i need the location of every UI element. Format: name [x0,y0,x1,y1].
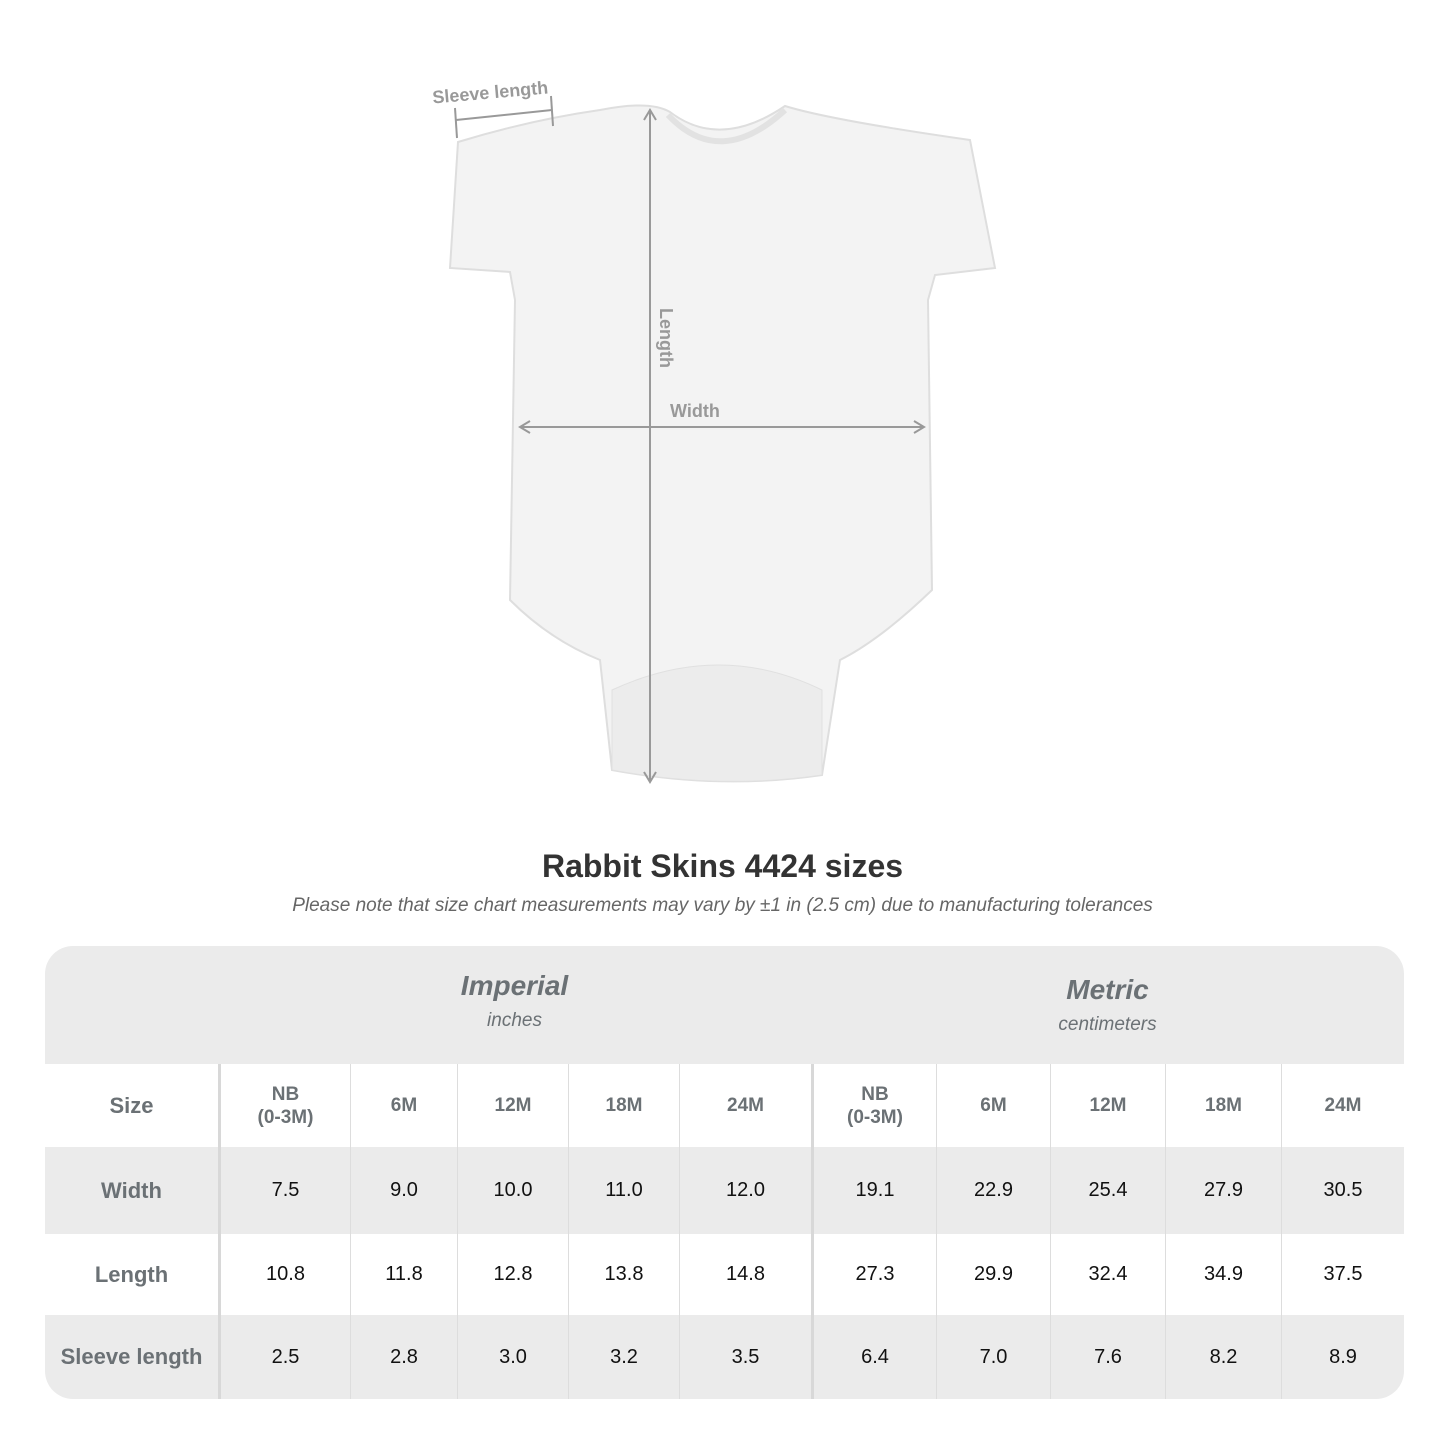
crotch-panel [611,664,823,782]
size-header: 18M [568,1064,679,1147]
table-cell: 7.6 [1050,1315,1165,1399]
table-cell: 14.8 [679,1234,811,1315]
table-cell: 2.5 [218,1315,350,1399]
table-cell: 10.0 [457,1147,568,1234]
table-cell: 7.5 [218,1147,350,1234]
bodysuit-shape [448,104,997,783]
row-label: Size [109,1092,154,1118]
measurement-arrows [454,95,926,784]
size-header: NB (0-3M) [811,1064,936,1147]
table-cell: 3.5 [679,1315,811,1399]
table-cell: 27.9 [1165,1147,1281,1234]
table-cell: 12.0 [679,1147,811,1234]
table-cell: 2.8 [350,1315,457,1399]
tolerance-note: Please note that size chart measurements… [292,895,1153,916]
table-cell: 27.3 [811,1234,936,1315]
table-row: Width 7.5 9.0 10.0 11.0 12.0 19.1 22.9 25.4 27.9 3… [45,1147,1404,1234]
size-header: 6M [350,1064,457,1147]
group-name: Imperial [460,970,569,1001]
table-cell: 8.2 [1165,1315,1281,1399]
table-cell: 30.5 [1281,1147,1404,1234]
neckline-trim [665,107,788,145]
table-cell: 32.4 [1050,1234,1165,1315]
table-cell: 3.2 [568,1315,679,1399]
table-cell: 10.8 [218,1234,350,1315]
table-cell: 25.4 [1050,1147,1165,1234]
size-row: Size NB (0-3M) 6M 12M 18M 24M NB (0-3M) 6M 12M 18… [45,1064,1404,1147]
imperial-header: Imperial inches [218,970,811,1088]
bodysuit-illustration: Sleeve length Length Width [432,77,997,784]
table-cell: 9.0 [350,1147,457,1234]
size-table: Imperial inches Metric centimeters Size N… [45,946,1404,1399]
size-header: 24M [1281,1064,1404,1147]
row-label: Sleeve length [60,1344,203,1369]
table-row: Sleeve length 2.5 2.8 3.0 3.2 3.5 6.4 7.0 7.6 8.2… [45,1315,1404,1399]
table-cell: 8.9 [1281,1315,1404,1399]
metric-header: Metric centimeters [811,974,1404,1092]
width-label: Width [670,401,720,421]
length-label: Length [656,308,676,368]
table-cell: 13.8 [568,1234,679,1315]
group-unit: centimeters [1058,1014,1157,1035]
row-label: Width [101,1177,162,1203]
size-header: 6M [936,1064,1050,1147]
group-unit: inches [487,1010,542,1031]
table-cell: 37.5 [1281,1234,1404,1315]
table-cell: 3.0 [457,1315,568,1399]
size-header: 12M [1050,1064,1165,1147]
table-cell: 34.9 [1165,1234,1281,1315]
size-header: 24M [679,1064,811,1147]
table-cell: 22.9 [936,1147,1050,1234]
table-cell: 7.0 [936,1315,1050,1399]
chart-title: Rabbit Skins 4424 sizes [541,848,904,884]
sleeve-length-label: Sleeve length [432,77,549,107]
table-cell: 11.0 [568,1147,679,1234]
size-header: NB (0-3M) [218,1064,350,1147]
table-cell: 11.8 [350,1234,457,1315]
table-cell: 12.8 [457,1234,568,1315]
table-row: Length 10.8 11.8 12.8 13.8 14.8 27.3 29.9 32.4 34… [45,1234,1404,1315]
group-name: Metric [1066,974,1149,1005]
size-header: 18M [1165,1064,1281,1147]
size-header: 12M [457,1064,568,1147]
table-cell: 19.1 [811,1147,936,1234]
row-label: Length [94,1261,169,1287]
table-cell: 29.9 [936,1234,1050,1315]
table-cell: 6.4 [811,1315,936,1399]
